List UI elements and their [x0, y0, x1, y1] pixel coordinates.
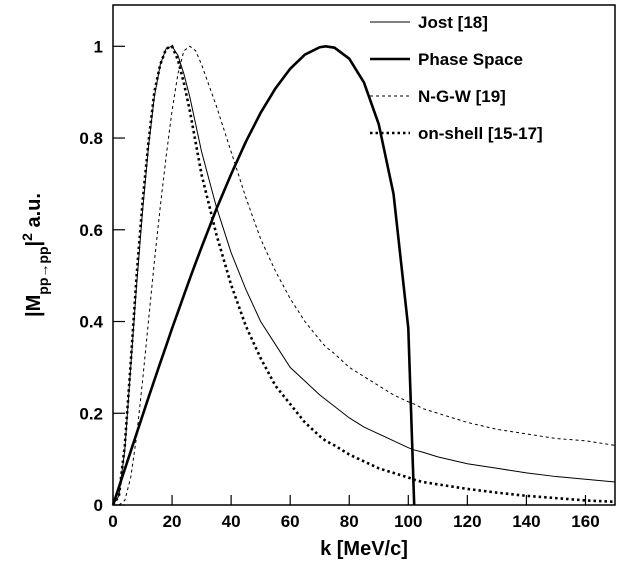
legend-label: on-shell [15-17] — [418, 124, 543, 143]
x-tick-label: 60 — [281, 512, 300, 531]
plot-frame — [112, 4, 616, 506]
y-axis-label: |Mpp→pp|2 a.u. — [19, 193, 51, 317]
y-tick-label: 0 — [94, 496, 103, 515]
series-line — [113, 45, 616, 506]
y-label-part: | — [23, 241, 45, 247]
y-label-part: 2 — [19, 233, 35, 241]
legend-label: Phase Space — [418, 50, 523, 69]
y-label-part: a.u. — [23, 193, 45, 233]
series-line — [111, 44, 616, 506]
y-tick-label: 0.4 — [79, 313, 103, 332]
x-axis-label: k [MeV/c] — [320, 538, 408, 560]
y-label-part: |M — [23, 295, 45, 317]
legend-label: Jost [18] — [418, 13, 488, 32]
x-tick-label: 0 — [108, 512, 117, 531]
x-tick-label: 20 — [163, 512, 182, 531]
y-tick-label: 0.2 — [79, 404, 103, 423]
y-tick-label: 0.6 — [79, 221, 103, 240]
series-line — [111, 44, 416, 506]
x-tick-label: 120 — [453, 512, 481, 531]
x-tick-label: 80 — [340, 512, 359, 531]
series-line — [112, 45, 616, 506]
x-tick-label: 140 — [512, 512, 540, 531]
legend-label: N-G-W [19] — [418, 87, 506, 106]
x-tick-label: 40 — [222, 512, 241, 531]
y-tick-label: 0.8 — [79, 129, 103, 148]
x-tick-label: 160 — [571, 512, 599, 531]
y-label-part: pp→pp — [35, 246, 51, 294]
y-tick-label: 1 — [94, 37, 103, 56]
x-tick-label: 100 — [394, 512, 422, 531]
